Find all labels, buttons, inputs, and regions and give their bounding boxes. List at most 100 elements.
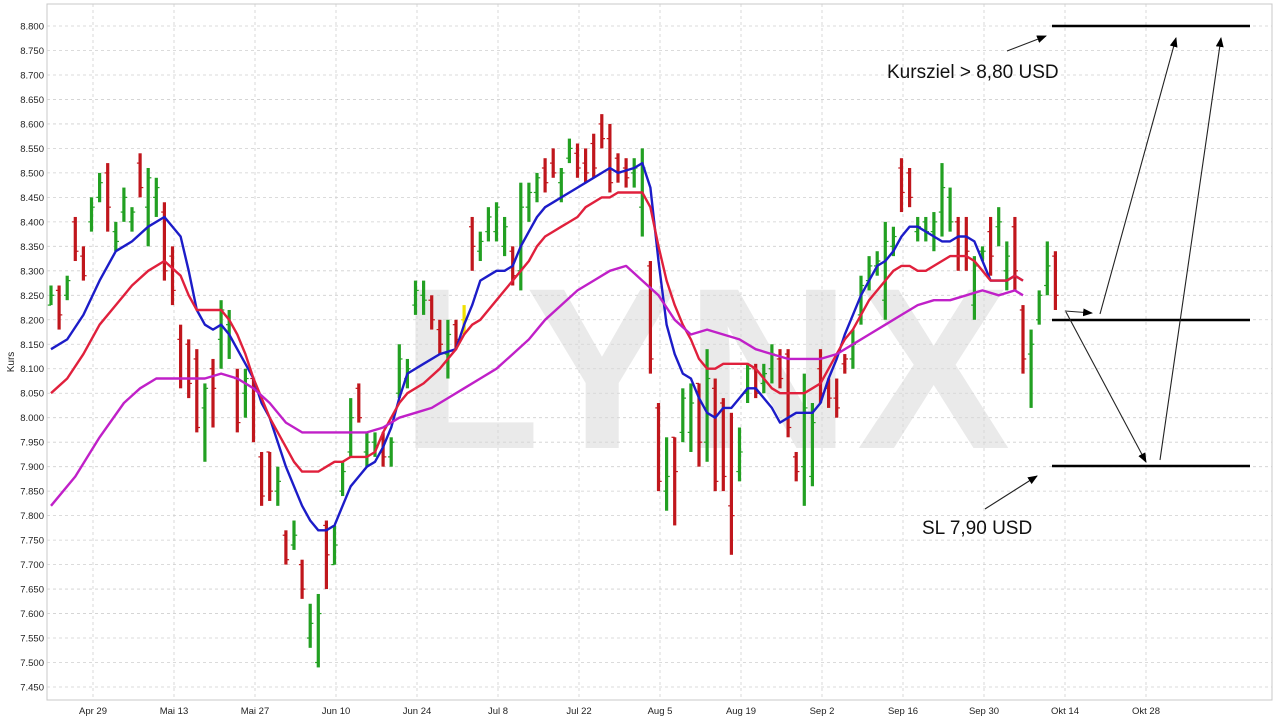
price-bar (185, 339, 192, 399)
price-bar-range (373, 432, 377, 457)
y-tick-label: 7.650 (20, 585, 44, 596)
price-bar (80, 246, 87, 281)
price-bar (428, 295, 435, 330)
price-bar (420, 280, 427, 315)
price-bar (938, 163, 946, 237)
price-bar (655, 403, 662, 492)
watermark-text: LYNX (400, 240, 1016, 497)
price-bar-range (705, 349, 709, 462)
price-bar (347, 398, 354, 457)
price-bar (339, 461, 346, 497)
price-bar-range (648, 261, 652, 374)
price-bar (541, 158, 549, 193)
x-axis: Apr 29 Mai 13 Mai 27 Jun 10 Jun 24 Jul 8 Jul 2… (79, 706, 1160, 717)
x-tick-label: Aug 19 (726, 706, 756, 717)
price-bar-range (899, 158, 904, 213)
price-bar (444, 319, 452, 379)
price-bar (169, 246, 176, 306)
price-bar-range (794, 451, 798, 482)
moving-average-lines (50, 161, 1024, 532)
y-tick-label: 7.450 (20, 683, 44, 694)
price-bar (525, 182, 533, 222)
price-bar-range (413, 280, 418, 315)
price-bar (112, 221, 119, 252)
price-bar-range (891, 226, 895, 257)
price-bar (833, 378, 840, 418)
price-bar-range (592, 133, 596, 178)
price-bar-range (584, 148, 588, 183)
price-bar (282, 530, 290, 565)
price-bar (266, 451, 273, 501)
price-bar (687, 383, 695, 452)
price-bar (323, 520, 330, 590)
price-bar (720, 398, 727, 492)
x-tick-label: Sep 2 (810, 706, 835, 717)
annotations: Kursziel > 8,80 USD SL 7,90 USD (887, 24, 1250, 539)
price-bar (64, 275, 71, 301)
price-bar (88, 197, 95, 232)
price-bar (396, 344, 403, 399)
y-axis-title: Kurs (6, 352, 17, 373)
price-bar (120, 187, 128, 222)
x-tick-label: Apr 29 (79, 706, 107, 717)
price-bar (703, 349, 711, 462)
y-tick-label: 8.200 (20, 315, 44, 326)
price-bar (501, 216, 508, 257)
price-bar-range (187, 339, 191, 399)
annotation-arrow (1064, 308, 1093, 317)
price-bar (647, 261, 654, 374)
price-bar-range (624, 158, 628, 188)
price-bar (882, 221, 889, 320)
price-bar (96, 172, 103, 203)
price-bar-range (454, 319, 458, 350)
price-bar (331, 525, 338, 566)
price-bar-range (219, 300, 223, 369)
x-tick-label: Sep 30 (969, 706, 999, 717)
annotation-arrow (1159, 37, 1224, 461)
y-tick-label: 8.500 (20, 168, 44, 179)
price-bar (412, 280, 419, 315)
price-bar-range (57, 285, 61, 330)
price-bar (841, 354, 848, 374)
price-bar (153, 177, 160, 217)
x-tick-label: Okt 14 (1051, 706, 1079, 717)
price-bar (728, 412, 735, 555)
price-bar-range (600, 114, 604, 149)
annotation-arrow (1006, 35, 1047, 52)
price-bar (485, 207, 492, 242)
price-bar (582, 148, 589, 183)
price-bar (298, 559, 306, 599)
price-bar-range (1029, 329, 1033, 408)
price-bar (622, 158, 630, 188)
price-bar-range (478, 231, 482, 262)
price-bar-range (948, 187, 952, 232)
price-bar-range (195, 349, 199, 433)
y-axis: 8.800 8.750 8.700 8.650 8.600 8.550 8.500 8.450… (20, 22, 44, 694)
y-tick-label: 8.400 (20, 217, 44, 228)
price-bar (590, 133, 597, 178)
y-tick-label: 8.100 (20, 364, 44, 375)
price-bar-range (883, 221, 887, 320)
price-bar-range (503, 216, 507, 257)
plot-frame (46, 3, 1273, 701)
price-bar-range (908, 167, 912, 208)
y-tick-label: 7.850 (20, 487, 44, 498)
price-bar (930, 212, 938, 252)
price-bar-range (260, 451, 264, 506)
price-bar-range (341, 461, 345, 497)
price-bar-range (389, 437, 393, 467)
price-bar (776, 349, 784, 389)
price-bar-range (980, 246, 985, 262)
price-bar (1003, 241, 1010, 291)
x-tick-label: Sep 16 (888, 706, 918, 717)
price-bar-range (519, 182, 523, 291)
price-bar-range (916, 216, 920, 242)
price-bar (388, 437, 395, 467)
price-bar (906, 167, 913, 208)
price-bar-range (138, 153, 142, 198)
price-bar (136, 153, 144, 198)
y-axis-title-group: Kurs (6, 352, 17, 373)
x-tick-label: Aug 5 (648, 706, 673, 717)
y-tick-label: 8.300 (20, 266, 44, 277)
